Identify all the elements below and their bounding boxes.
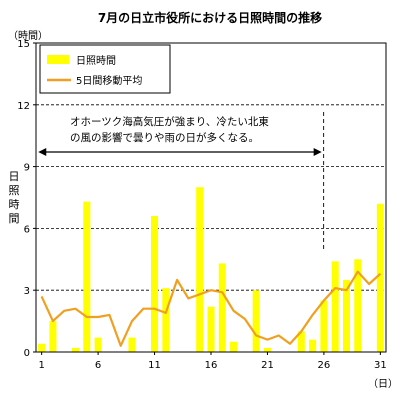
legend: 日照時間 5日間移動平均 xyxy=(39,44,171,94)
y-axis-unit: （時間） xyxy=(8,30,48,42)
bar xyxy=(218,263,226,352)
moving-average-series xyxy=(40,270,382,347)
y-tick-label: 15 xyxy=(17,39,30,50)
x-tick-label: 26 xyxy=(318,360,331,371)
bar xyxy=(207,306,215,352)
x-tick-label: 1 xyxy=(38,360,44,371)
bar xyxy=(162,288,170,352)
legend-bar-label: 日照時間 xyxy=(76,55,116,67)
bar xyxy=(297,331,305,352)
x-tick-label: 6 xyxy=(95,360,101,371)
x-tick-label: 31 xyxy=(374,360,387,371)
x-axis-unit: （日） xyxy=(368,378,398,390)
moving-average-line xyxy=(40,270,382,347)
bar xyxy=(331,261,339,352)
y-tick-label: 3 xyxy=(24,286,30,297)
annotation-line-2: の風の影響で曇りや雨の日が多くなる。 xyxy=(70,131,259,144)
bar xyxy=(320,300,328,352)
bar xyxy=(72,347,80,352)
legend-line-label: 5日間移動平均 xyxy=(76,74,142,87)
bar xyxy=(309,339,317,352)
bar xyxy=(49,321,57,352)
y-axis-label-char: 時 xyxy=(9,198,20,211)
y-tick-label: 12 xyxy=(17,101,30,112)
bar xyxy=(83,201,91,352)
chart-title: 7月の日立市役所における日照時間の推移 xyxy=(98,10,322,25)
legend-bar-swatch xyxy=(47,55,69,64)
bar xyxy=(196,187,204,352)
y-tick-label: 0 xyxy=(24,348,30,359)
y-axis-label: 日照時間 xyxy=(9,170,20,225)
legend-box xyxy=(39,44,171,94)
bar-series xyxy=(38,187,384,352)
annotation-arrow-head-left xyxy=(38,148,47,156)
y-tick-label: 9 xyxy=(24,163,30,174)
x-tick-label: 16 xyxy=(205,360,218,371)
bar xyxy=(38,343,46,352)
bar xyxy=(230,341,238,352)
bar xyxy=(342,279,350,352)
bar xyxy=(151,216,159,352)
y-axis-label-char: 照 xyxy=(9,184,20,197)
bar xyxy=(263,347,271,352)
annotation-arrow-head-right xyxy=(313,148,322,156)
bar xyxy=(252,290,260,352)
bar xyxy=(354,259,362,352)
bar xyxy=(376,203,384,352)
x-tick-label: 11 xyxy=(148,360,161,371)
y-axis-label-char: 間 xyxy=(9,212,20,225)
y-axis-label-char: 日 xyxy=(9,170,20,183)
x-tick-label: 21 xyxy=(261,360,274,371)
annotation: オホーツク海高気圧が強まり、冷たい北東 の風の影響で曇りや雨の日が多くなる。 xyxy=(38,112,325,252)
bar xyxy=(128,337,136,352)
y-tick-label: 6 xyxy=(24,224,30,235)
annotation-line-1: オホーツク海高気圧が強まり、冷たい北東 xyxy=(70,115,269,128)
bar xyxy=(94,337,102,352)
